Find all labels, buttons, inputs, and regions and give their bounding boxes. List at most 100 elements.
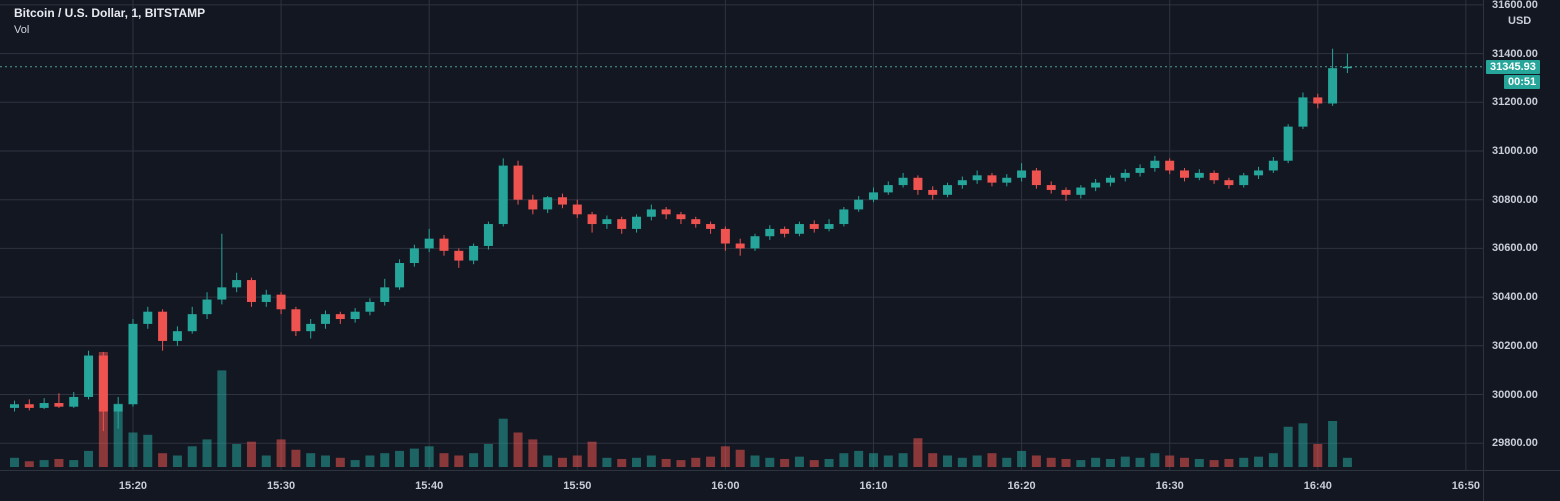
candle-body — [1046, 185, 1056, 190]
candle-body — [246, 280, 256, 302]
candle-body — [750, 236, 760, 249]
candlestick-chart-canvas[interactable] — [0, 0, 1483, 470]
candle-body — [113, 404, 123, 412]
candle-body — [276, 294, 286, 310]
candle-body — [335, 314, 345, 320]
volume-bar — [1105, 458, 1115, 467]
candle-body — [395, 263, 405, 288]
price-axis-label: 30600.00 — [1492, 242, 1538, 255]
candle-body — [528, 199, 538, 210]
candle-body — [39, 403, 49, 408]
candle-body — [306, 323, 316, 332]
candle-body — [483, 224, 493, 246]
candle-body — [661, 209, 671, 215]
price-axis-label: 30800.00 — [1492, 193, 1538, 206]
price-axis-label: 30200.00 — [1492, 339, 1538, 352]
time-axis[interactable]: 15:20 15:30 15:40 15:50 16:00 16:10 16:20 16:30… — [0, 470, 1483, 501]
candle-body — [957, 180, 967, 186]
candle-body — [498, 165, 508, 225]
candle-body — [84, 355, 94, 397]
candle-body — [424, 238, 434, 249]
candle-body — [69, 396, 79, 407]
candle-body — [557, 197, 567, 205]
candle-body — [321, 314, 331, 324]
candle-body — [1283, 126, 1293, 161]
volume-bar — [113, 403, 123, 467]
candle-body — [602, 219, 612, 225]
candle-body — [24, 404, 34, 408]
volume-bar — [1017, 450, 1027, 467]
volume-bar — [839, 453, 849, 467]
candle-body — [1342, 66, 1352, 69]
candle-body — [1076, 187, 1086, 195]
volume-bar — [1313, 444, 1323, 467]
candle-body — [439, 238, 449, 251]
volume-bar — [868, 453, 878, 467]
countdown-badge: 00:51 — [1504, 74, 1541, 89]
volume-bar — [587, 441, 597, 467]
candle-body — [943, 185, 953, 195]
candle-body — [54, 403, 64, 407]
candle-body — [572, 204, 582, 215]
price-axis-label: 31600.00 — [1492, 0, 1538, 11]
candle-body — [1313, 97, 1323, 104]
candle-body — [720, 228, 730, 244]
symbol-title[interactable]: Bitcoin / U.S. Dollar, 1, BITSTAMP — [14, 6, 206, 20]
symbol-legend[interactable]: Bitcoin / U.S. Dollar, 1, BITSTAMP Vol — [14, 6, 205, 38]
volume-indicator-label[interactable]: Vol — [14, 24, 30, 36]
last-price-badge: 31345.93 — [1486, 59, 1540, 74]
candle-body — [883, 185, 893, 193]
volume-bar — [261, 455, 271, 467]
volume-bar — [1194, 458, 1204, 467]
volume-bar — [1046, 457, 1056, 467]
volume-bar — [987, 453, 997, 467]
candle-body — [1165, 160, 1175, 171]
price-axis-label: 30000.00 — [1492, 388, 1538, 401]
volume-bar — [69, 460, 79, 467]
candle-body — [365, 301, 375, 312]
candle-body — [454, 250, 464, 261]
candle-body — [617, 219, 627, 229]
time-axis-label: 15:30 — [267, 480, 296, 492]
volume-bar — [1342, 457, 1352, 467]
price-axis[interactable]: USD 31345.93 00:51 31600.00 31400.00 31200… — [1483, 0, 1560, 470]
candle-body — [261, 294, 271, 302]
candle-body — [928, 189, 938, 195]
volume-bar — [54, 458, 64, 467]
time-axis-label: 15:50 — [563, 480, 592, 492]
volume-bar — [706, 456, 716, 467]
candle-body — [172, 331, 182, 341]
volume-bar — [720, 446, 730, 467]
volume-bar — [1268, 453, 1278, 467]
volume-bar — [691, 457, 701, 467]
volume-bar — [1061, 458, 1071, 467]
time-axis-label: 16:40 — [1303, 480, 1332, 492]
volume-bar — [454, 455, 464, 467]
volume-bar — [202, 439, 212, 467]
volume-bar — [617, 458, 627, 467]
candle-body — [291, 309, 301, 332]
volume-bar — [143, 434, 153, 467]
candle-body — [1091, 182, 1101, 188]
volume-bar — [128, 432, 138, 467]
volume-bar — [335, 457, 345, 467]
volume-bar — [824, 458, 834, 467]
candle-body — [350, 311, 360, 320]
candle-body — [1150, 160, 1160, 169]
volume-bar — [646, 455, 656, 467]
candle-body — [1017, 170, 1027, 178]
volume-bar — [765, 457, 775, 467]
chart-pane[interactable] — [0, 0, 1483, 470]
volume-bar — [1283, 426, 1293, 467]
price-axis-label: 31400.00 — [1492, 47, 1538, 60]
candle-body — [128, 323, 138, 405]
candle-body — [1179, 170, 1189, 178]
volume-bar — [632, 457, 642, 467]
candle-body — [187, 314, 197, 332]
volume-bar — [543, 455, 553, 467]
volume-bar — [217, 370, 227, 467]
volume-bar — [794, 456, 804, 467]
candle-body — [143, 311, 153, 324]
candle-body — [794, 224, 804, 234]
candle-body — [780, 228, 790, 234]
